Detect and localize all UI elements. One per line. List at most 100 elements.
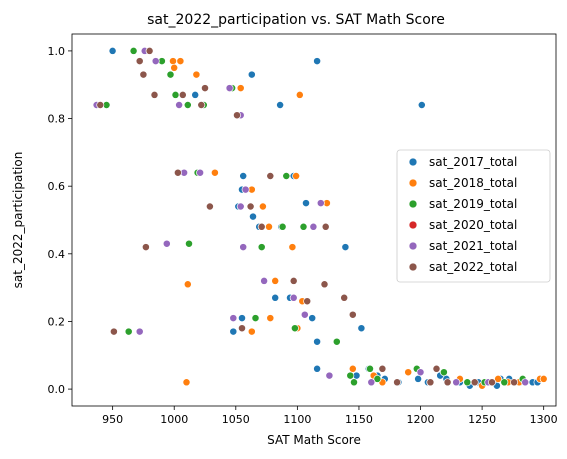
data-point: [393, 378, 402, 387]
data-point: [176, 57, 185, 66]
data-point: [302, 199, 310, 208]
data-point: [257, 243, 266, 252]
legend-label: sat_2021_total: [429, 239, 517, 253]
data-point: [426, 378, 435, 387]
data-point: [288, 243, 297, 252]
data-point: [249, 212, 257, 221]
data-point: [366, 364, 374, 373]
legend-label: sat_2018_total: [429, 176, 517, 190]
x-tick-label: 1300: [530, 413, 558, 426]
data-point: [539, 374, 548, 383]
data-point: [257, 222, 266, 231]
legend-marker: [408, 199, 418, 209]
data-point: [205, 202, 214, 211]
data-point: [145, 46, 154, 55]
data-point: [300, 310, 309, 319]
data-point: [183, 280, 192, 289]
x-tick-label: 1200: [407, 413, 435, 426]
data-point: [278, 222, 287, 231]
y-tick-label: 0.8: [48, 113, 66, 126]
data-point: [108, 46, 117, 55]
legend: sat_2017_total sat_2018_total sat_2019_tot…: [396, 149, 551, 283]
data-point: [271, 276, 280, 285]
x-tick-label: 1050: [222, 413, 250, 426]
data-point: [313, 57, 322, 66]
legend-marker: [408, 241, 418, 251]
data-point: [266, 314, 275, 323]
data-point: [463, 378, 472, 387]
data-point: [238, 324, 246, 333]
data-point: [197, 101, 206, 109]
data-point: [266, 172, 275, 180]
data-point: [150, 90, 159, 99]
data-point: [246, 202, 255, 211]
data-point: [169, 57, 177, 66]
data-point: [340, 293, 349, 302]
data-point: [210, 168, 219, 177]
data-point: [225, 84, 234, 93]
data-point: [299, 222, 308, 231]
data-point: [247, 327, 256, 336]
data-point: [432, 364, 441, 373]
legend-marker: [408, 220, 418, 230]
data-point: [183, 101, 192, 109]
data-point: [171, 90, 180, 99]
data-point: [258, 202, 267, 211]
data-point: [135, 327, 144, 336]
data-point: [414, 374, 423, 383]
y-tick-label: 0.2: [48, 315, 66, 328]
data-point: [182, 378, 191, 387]
data-point: [166, 70, 175, 79]
data-point: [185, 239, 193, 248]
data-point: [162, 239, 171, 248]
data-point: [109, 327, 118, 336]
data-point: [251, 314, 260, 323]
legend-marker: [408, 262, 418, 272]
data-point: [178, 90, 187, 99]
data-point: [139, 70, 148, 79]
plot-frame: [71, 33, 557, 407]
data-point: [500, 378, 509, 387]
data-point: [229, 327, 238, 336]
data-point: [292, 172, 301, 180]
y-axis-ticks: 0.0 0.2 0.4 0.6 0.8 1.0: [48, 45, 72, 396]
y-tick-label: 0.6: [48, 180, 66, 193]
data-point: [309, 222, 318, 231]
data-point: [313, 337, 322, 346]
data-point: [201, 84, 209, 93]
data-point: [236, 84, 245, 93]
data-point: [196, 168, 205, 177]
legend-label: sat_2017_total: [429, 155, 517, 169]
x-axis-ticks: 950 1000 1050 1100 1150 1200 1250 1300: [102, 406, 558, 426]
data-point: [233, 111, 241, 120]
legend-label: sat_2019_total: [429, 197, 517, 211]
y-tick-label: 0.0: [48, 383, 66, 396]
data-point: [494, 374, 503, 383]
data-point: [341, 243, 350, 252]
x-tick-label: 950: [102, 413, 123, 426]
data-point: [96, 101, 105, 109]
data-point: [510, 378, 519, 387]
y-axis-label: sat_2022_participation: [11, 152, 25, 289]
data-point: [239, 243, 248, 252]
x-axis-label: SAT Math Score: [267, 433, 361, 447]
data-point: [348, 310, 357, 319]
data-point: [129, 46, 138, 55]
data-point: [282, 172, 291, 180]
data-point: [321, 222, 330, 231]
data-point: [439, 368, 448, 377]
data-point: [378, 364, 387, 373]
data-point: [417, 101, 426, 109]
data-point: [316, 199, 325, 208]
data-point: [124, 327, 133, 336]
data-point: [191, 90, 200, 99]
data-point: [276, 101, 285, 109]
data-point: [332, 337, 341, 346]
y-tick-label: 0.4: [48, 248, 66, 261]
y-tick-label: 1.0: [48, 45, 66, 58]
data-point: [239, 172, 248, 180]
x-tick-label: 1250: [468, 413, 496, 426]
chart-title: sat_2022_participation vs. SAT Math Scor…: [147, 12, 445, 28]
legend-label: sat_2022_total: [429, 260, 517, 274]
